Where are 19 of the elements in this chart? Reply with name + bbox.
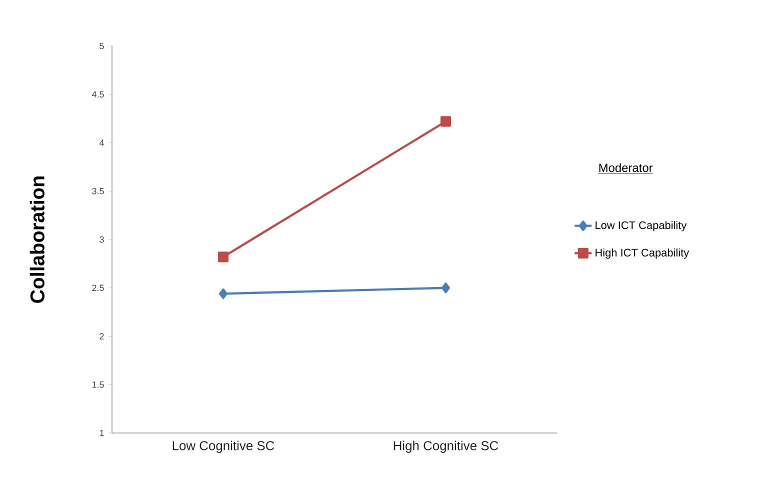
legend-label: High ICT Capability [596,248,690,259]
y-tick-label: 1.5 [92,381,104,388]
y-tick-label: 2 [100,333,104,340]
point [442,282,450,294]
y-tick-label: 2.5 [92,284,104,292]
y-tick-label: 3.5 [92,188,104,194]
y-tick-label: 5 [100,42,104,50]
y-axis-title: Collaboration [30,176,44,303]
legend-title: Moderator [599,163,653,172]
y-tick-label: 4.5 [92,91,104,98]
point [440,116,452,127]
y-tick-label: 1 [100,430,104,436]
x-tick-label: Low Cognitive SC [172,440,274,453]
x-tick-label: High Cognitive SC [394,440,498,453]
point [218,252,229,262]
y-tick-label: 4 [99,140,104,146]
legend-label: Low ICT Capability [596,221,687,232]
point [219,288,228,299]
y-tick-label: 3 [100,236,104,243]
